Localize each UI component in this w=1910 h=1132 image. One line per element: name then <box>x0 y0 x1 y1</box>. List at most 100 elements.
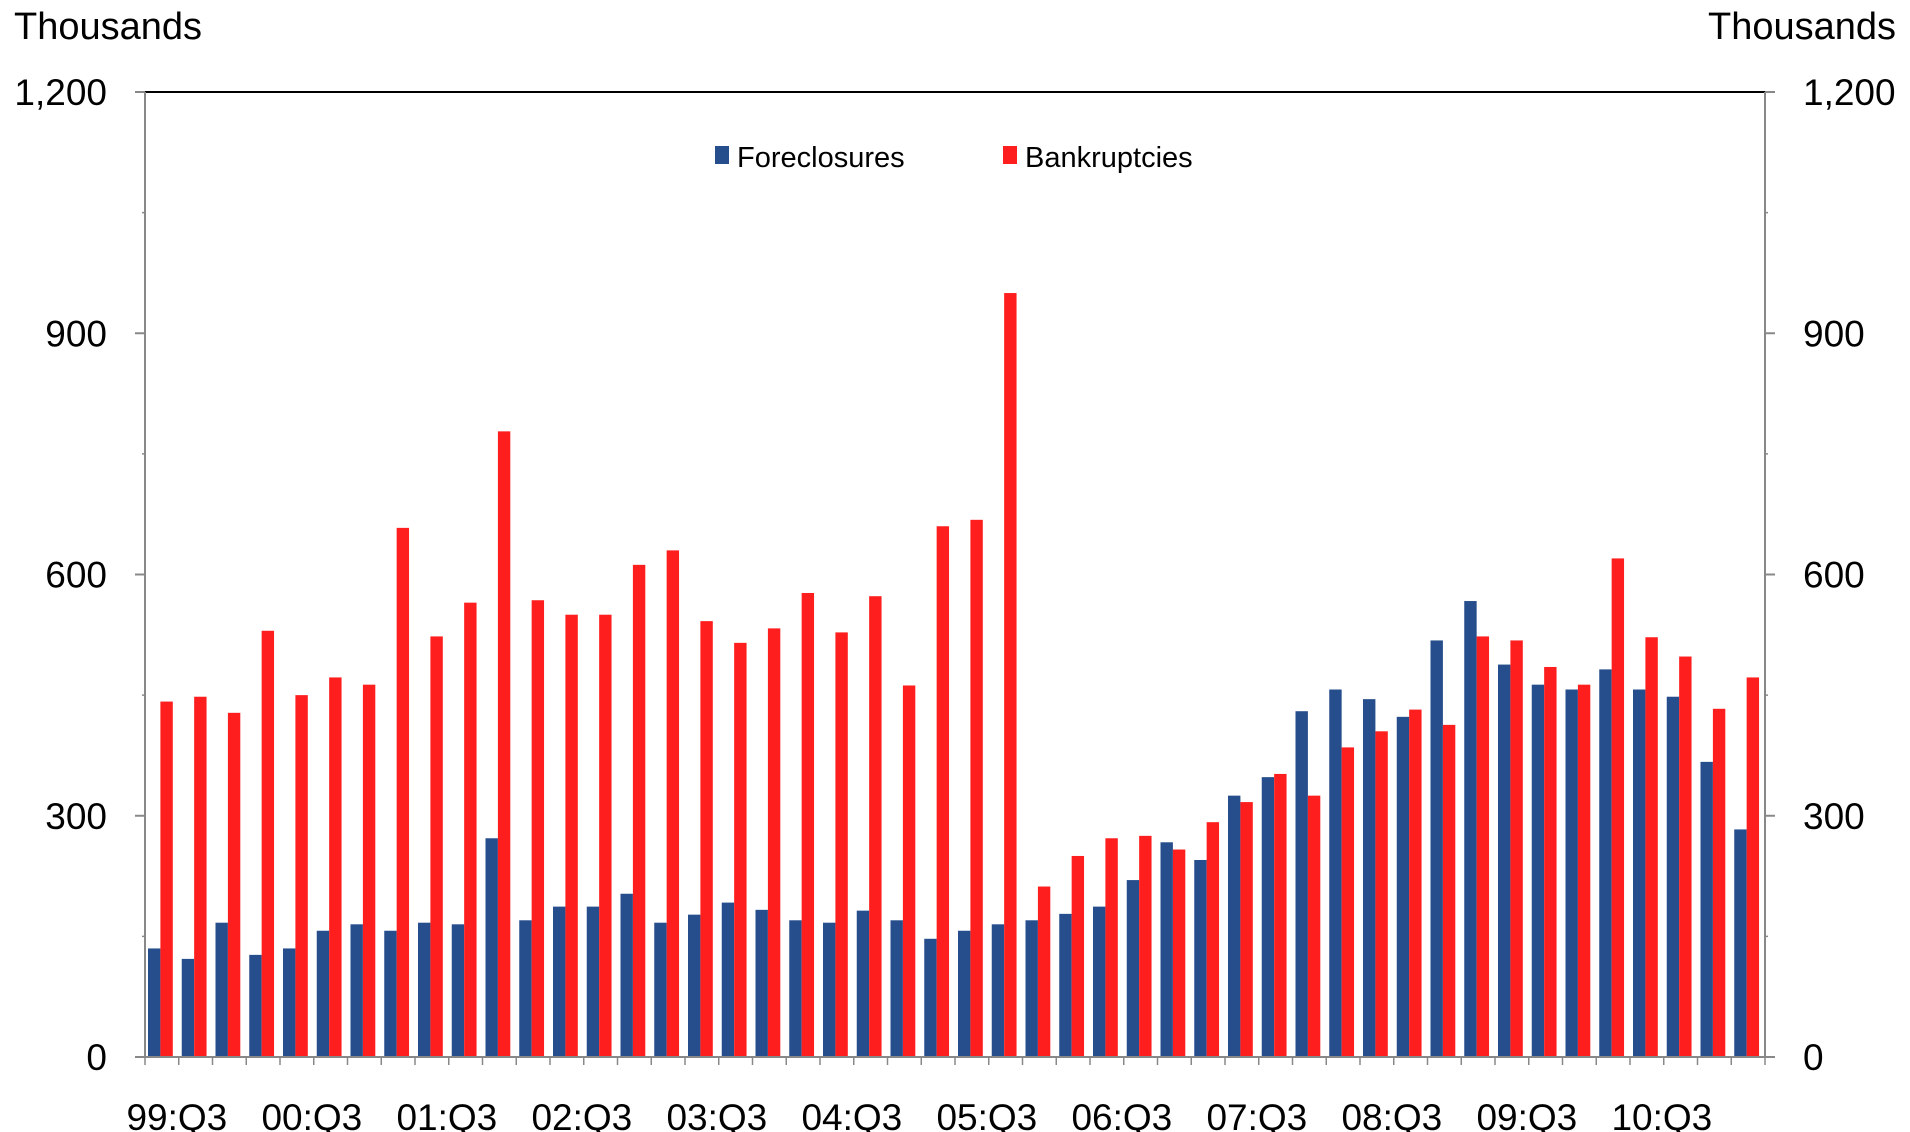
bankruptcies-bar <box>1105 838 1118 1057</box>
bankruptcies-bar <box>1307 795 1321 1057</box>
foreclosures-bar <box>1228 795 1241 1057</box>
bankruptcies-bar <box>1611 558 1625 1057</box>
foreclosures-bar <box>1531 684 1545 1057</box>
foreclosures-bar <box>1261 777 1275 1057</box>
foreclosures-bar <box>721 902 735 1057</box>
bankruptcies-bar <box>936 526 950 1057</box>
bankruptcies-bar <box>902 685 916 1057</box>
bankruptcies-bar <box>632 564 646 1057</box>
bankruptcies-bar <box>1442 724 1456 1057</box>
bankruptcies-bar <box>396 527 410 1057</box>
foreclosures-bar <box>1599 669 1612 1057</box>
bankruptcies-bar <box>160 701 173 1057</box>
foreclosures-bar <box>451 924 465 1057</box>
bankruptcies-bar <box>295 695 308 1058</box>
bankruptcies-bar <box>1071 855 1085 1057</box>
bankruptcies-bar <box>1341 747 1355 1057</box>
bankruptcies-bar <box>261 630 275 1057</box>
legend-label-bankruptcies: Bankruptcies <box>1025 142 1193 174</box>
bankruptcies-bar <box>835 632 848 1057</box>
bankruptcies-bar <box>1004 293 1017 1057</box>
x-tick-label: 99:Q3 <box>126 1097 227 1132</box>
foreclosures-bar <box>1565 689 1578 1057</box>
left-y-tick-label: 900 <box>45 313 107 354</box>
bankruptcies-bar <box>1712 708 1726 1057</box>
bankruptcies-bar <box>1679 656 1692 1057</box>
right-axis-unit-label: Thousands <box>1707 6 1896 48</box>
foreclosures-bar <box>1329 689 1342 1057</box>
bankruptcies-bar <box>1274 773 1287 1057</box>
bankruptcies-bar <box>801 593 815 1057</box>
foreclosures-bar <box>1194 859 1207 1057</box>
bankruptcies-bar <box>767 628 781 1057</box>
bankruptcies-bar <box>700 621 713 1057</box>
foreclosures-bar <box>485 838 498 1057</box>
left-axis-unit-label: Thousands <box>14 6 203 48</box>
foreclosures-bar <box>283 948 296 1057</box>
bankruptcies-bar <box>565 614 578 1057</box>
bankruptcies-bar <box>1476 636 1490 1057</box>
bankruptcies-bar <box>1172 849 1186 1057</box>
x-tick-label: 01:Q3 <box>396 1097 497 1132</box>
foreclosures-bar <box>1093 906 1106 1057</box>
left-y-tick-label: 1,200 <box>14 72 107 113</box>
foreclosures-bar <box>856 910 870 1057</box>
left-y-tick-label: 0 <box>86 1037 107 1078</box>
bankruptcies-bar <box>1544 666 1557 1057</box>
bankruptcies-bar <box>734 642 747 1057</box>
bankruptcies-bar <box>227 712 241 1057</box>
legend-swatch-bankruptcies <box>1003 146 1017 164</box>
right-y-tick-label: 0 <box>1803 1037 1824 1078</box>
foreclosures-bar <box>890 920 903 1057</box>
foreclosures-bar <box>924 938 937 1057</box>
foreclosures-bar <box>1633 689 1646 1057</box>
bankruptcies-bar <box>599 614 612 1057</box>
foreclosures-bar <box>1430 640 1443 1057</box>
foreclosures-bar <box>1700 761 1713 1057</box>
bankruptcies-bar <box>1577 684 1591 1057</box>
bankruptcies-bar <box>1409 709 1422 1057</box>
bankruptcies-bar <box>329 677 342 1057</box>
foreclosures-bar <box>688 914 701 1057</box>
bankruptcies-bar <box>970 519 983 1057</box>
foreclosures-bar <box>316 930 330 1057</box>
foreclosures-bar <box>1464 601 1477 1057</box>
bankruptcies-bar <box>1375 731 1388 1057</box>
foreclosures-bar <box>215 922 228 1057</box>
bankruptcies-bar <box>362 684 376 1057</box>
x-tick-label: 03:Q3 <box>666 1097 767 1132</box>
bankruptcies-bar <box>531 600 545 1057</box>
foreclosures-bar <box>991 924 1005 1057</box>
bankruptcies-bar <box>497 431 511 1057</box>
foreclosures-bar <box>586 906 600 1057</box>
foreclosures-bar <box>620 893 633 1057</box>
foreclosures-bar <box>384 930 397 1057</box>
bars-group <box>148 293 1760 1058</box>
foreclosures-bar <box>1363 699 1376 1057</box>
right-y-tick-label: 600 <box>1803 555 1865 596</box>
foreclosures-bar <box>1295 711 1308 1057</box>
x-tick-label: 06:Q3 <box>1071 1097 1172 1132</box>
bankruptcies-bar <box>869 596 882 1057</box>
bankruptcies-bar <box>464 602 477 1057</box>
foreclosures-bar <box>519 920 532 1057</box>
axes-group: 0 0 300 300 600 600 900 900 1,200 1,200 99:Q3 00:Q3… <box>14 72 1895 1132</box>
left-y-tick-label: 600 <box>45 555 107 596</box>
bankruptcies-bar <box>666 550 680 1058</box>
x-tick-label: 09:Q3 <box>1476 1097 1577 1132</box>
foreclosures-bar <box>418 922 431 1057</box>
legend-swatch-foreclosures <box>715 146 729 164</box>
bankruptcies-bar <box>194 696 207 1057</box>
right-y-tick-label: 900 <box>1803 313 1865 354</box>
foreclosures-bar <box>823 922 836 1057</box>
foreclosures-bar <box>249 954 262 1057</box>
bankruptcies-bar <box>1240 802 1253 1057</box>
bankruptcies-bar <box>1645 637 1658 1057</box>
bankruptcies-bar <box>1510 640 1523 1057</box>
x-tick-label: 07:Q3 <box>1206 1097 1307 1132</box>
x-tick-label: 10:Q3 <box>1611 1097 1712 1132</box>
foreclosures-bar <box>1734 829 1747 1057</box>
foreclosures-bar <box>654 922 667 1057</box>
right-y-tick-label: 300 <box>1803 796 1865 837</box>
